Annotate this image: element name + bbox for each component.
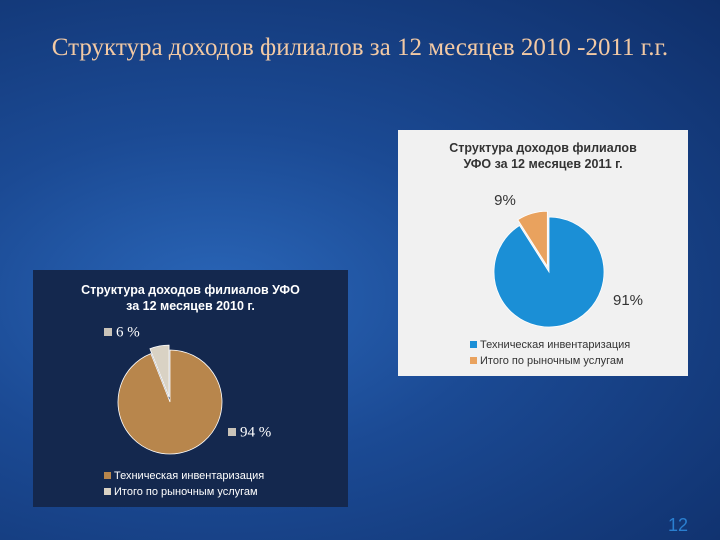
- pie-slice: [493, 216, 605, 328]
- legend-key: [104, 472, 111, 479]
- legend-key: [104, 488, 111, 495]
- data-label: 6 %: [116, 324, 140, 340]
- data-label: 9%: [494, 192, 516, 209]
- data-label: 91%: [613, 292, 643, 309]
- pie-slice: [149, 344, 170, 398]
- legend-label: Техническая инвентаризация: [114, 470, 264, 482]
- legend-label: Итого по рыночным услугам: [114, 486, 258, 498]
- page-number: 12: [668, 515, 689, 535]
- data-label: 94 %: [240, 424, 271, 440]
- chart-panel: Структура доходов филиалов УФО за 12 мес…: [33, 270, 348, 507]
- chart-title: Структура доходов филиалов УФО за 12 мес…: [81, 283, 300, 313]
- label-key: [104, 328, 112, 336]
- chart-title: Структура доходов филиалов УФО за 12 мес…: [449, 141, 637, 171]
- legend-key: [470, 341, 477, 348]
- legend-label: Техническая инвентаризация: [480, 339, 630, 351]
- label-key: [228, 428, 236, 436]
- slide-title: Структура доходов филиалов за 12 месяцев…: [51, 34, 669, 61]
- pie-slice: [117, 349, 223, 455]
- pie-slice: [517, 210, 548, 268]
- legend-label: Итого по рыночным услугам: [480, 355, 624, 367]
- legend-key: [470, 357, 477, 364]
